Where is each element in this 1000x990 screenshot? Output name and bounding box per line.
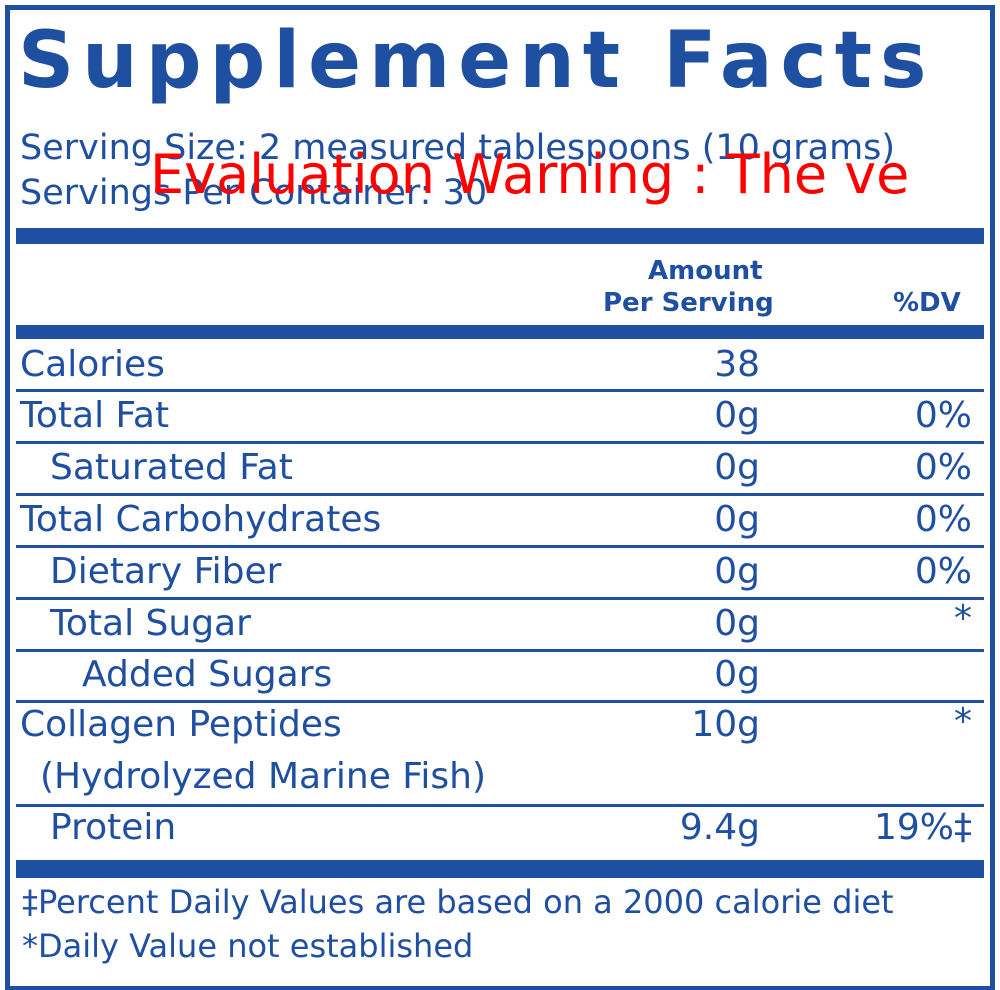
nutrient: Total Sugar (50, 603, 251, 644)
nutrient: Total Carbohydrates (20, 499, 382, 540)
rule (16, 700, 984, 703)
rule (16, 597, 984, 600)
amount: 38 (714, 344, 760, 385)
dv: * (954, 598, 972, 639)
rule (16, 649, 984, 652)
divider (16, 860, 984, 878)
nutrient: Added Sugars (82, 654, 333, 695)
amount: 0g (714, 395, 760, 436)
border (5, 5, 995, 990)
nutrient: Saturated Fat (50, 447, 293, 488)
dv: * (954, 701, 972, 742)
divider (16, 228, 984, 244)
divider (16, 325, 984, 339)
dv: 0% (914, 551, 972, 592)
servings-per-container: Servings Per Container: 30 (20, 173, 488, 213)
amount: 0g (714, 551, 760, 592)
amount: 9.4g (679, 807, 760, 848)
rule (16, 804, 984, 807)
amount: 0g (714, 447, 760, 488)
nutrient: Collagen Peptides (20, 704, 342, 745)
rule (16, 441, 984, 444)
nutrient: Dietary Fiber (50, 551, 282, 592)
nutrient: Total Fat (20, 395, 170, 436)
header-amount: Per Serving (603, 288, 774, 318)
amount: 0g (714, 603, 760, 644)
watermark: Evaluation Warning : The ve (150, 143, 910, 206)
footnote: *Daily Value not established (22, 927, 474, 965)
dv: 0% (914, 447, 972, 488)
dv: 0% (914, 395, 972, 436)
nutrient-detail: (Hydrolyzed Marine Fish) (40, 756, 486, 797)
rule (16, 545, 984, 548)
nutrient: Calories (20, 344, 165, 385)
amount: 10g (691, 704, 760, 745)
rule (16, 493, 984, 496)
dv: 0% (914, 499, 972, 540)
amount: 0g (714, 499, 760, 540)
serving-size: Serving Size: 2 measured tablespoons (10… (20, 128, 896, 168)
footnote: ‡Percent Daily Values are based on a 200… (22, 883, 894, 921)
rule (16, 389, 984, 392)
header-amount: Amount (648, 256, 763, 286)
amount: 0g (714, 654, 760, 695)
header-dv: %DV (893, 288, 961, 318)
nutrient: Protein (50, 807, 177, 848)
title: Supplement Facts (18, 16, 935, 106)
dv: 19%‡ (873, 807, 972, 848)
